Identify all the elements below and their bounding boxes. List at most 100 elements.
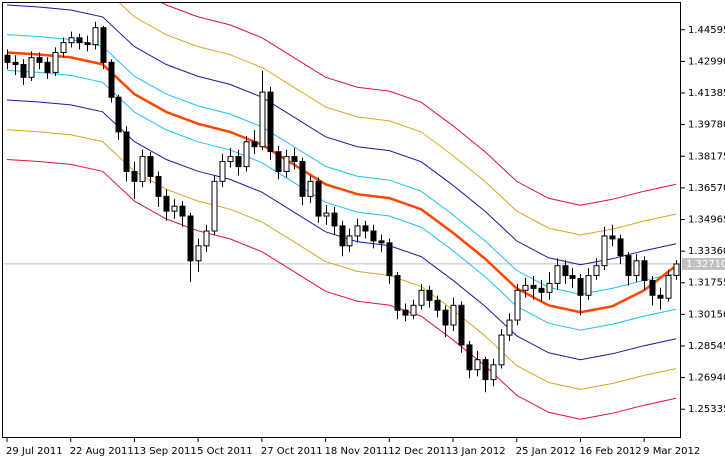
last-price-box [682,257,725,270]
candle-body [52,52,59,73]
candle-body [36,57,43,63]
y-tick-label: 1.42990 [688,56,725,67]
candle-body [362,225,369,232]
candle-body [259,91,266,148]
candle-body [506,319,513,336]
candle-body [20,64,27,78]
candle-body [291,156,298,162]
candle-body [514,289,521,321]
x-tick-label: 12 Dec 2011 [388,446,452,457]
candle-body [211,180,218,232]
candle-body [339,225,346,247]
x-tick-label: 16 Feb 2012 [579,446,641,457]
candle-body [299,160,306,197]
axes: 1.25335 1.26940 1.28545 1.30150 1.31755 1.333… [6,25,725,457]
candle-body [115,96,122,133]
candle-body [147,156,154,177]
x-tick-label: 25 Jan 2012 [516,446,576,457]
candle-body [522,284,529,291]
candle-body [538,287,545,293]
x-tick-label: 3 Jan 2012 [452,446,506,457]
candle-body [307,180,314,197]
candle-body [354,225,361,237]
candle-body [466,344,473,371]
candle-body [601,235,608,267]
envelope-line [6,51,677,314]
candle-body [625,255,632,277]
candle-body [84,42,91,46]
x-tick-label: 27 Oct 2011 [261,446,323,457]
candle-body [562,265,569,277]
candle-body [12,61,19,66]
candle-body [68,37,75,44]
candle-body [219,160,226,182]
envelope-line [6,159,677,420]
y-tick-label: 1.30150 [688,309,725,320]
y-tick-label: 1.25335 [688,404,725,415]
y-tick-label: 1.28545 [688,341,725,352]
candle-body [187,215,194,262]
candle-body [490,364,497,381]
envelope-line [118,3,677,236]
candle-body [92,27,99,46]
envelope-line [6,34,677,295]
candle-body [633,260,640,277]
candle-body [641,260,648,281]
candle-body [275,151,282,173]
candle-body [378,240,385,244]
candle-body [370,230,377,242]
candle-body [554,265,561,284]
candle-body [123,131,130,173]
candle-body [665,275,672,299]
candle-body [203,230,210,247]
candle-body [609,235,616,240]
candle-body [139,156,146,182]
x-tick-label: 22 Aug 2011 [70,446,134,457]
candle-body [569,275,576,280]
candle-body [315,180,322,217]
candle-body [450,304,457,326]
candle-body [458,304,465,346]
candle-body [657,294,664,299]
candle-body [100,27,107,63]
x-tick-label: 9 Mar 2012 [643,446,700,457]
y-tick-label: 1.38175 [688,151,725,162]
candle-body [267,91,274,153]
x-tick-label: 5 Oct 2011 [197,446,252,457]
plot-area [3,3,680,420]
y-tick-label: 1.44595 [688,25,725,36]
candle-body [474,359,481,371]
candle-body [171,205,178,212]
candle-body [331,212,338,227]
candle-body [593,265,600,277]
candle-body [163,195,170,212]
candle-body [530,284,537,289]
candle-body [346,235,353,247]
candle-body [76,37,83,44]
y-tick-label: 1.34965 [688,214,725,225]
candle-body [418,289,425,306]
candle-body [44,61,51,73]
candle-body [386,242,393,277]
candle-body [108,61,115,98]
candle-body [577,278,584,296]
envelope-line [6,4,677,266]
candle-body [283,156,290,173]
candle-body [4,54,11,63]
candle-body [394,275,401,311]
candle-body [402,309,409,316]
x-tick-label: 13 Sep 2011 [133,446,196,457]
candle-body [434,299,441,311]
y-tick-label: 1.26940 [688,373,725,384]
candle-body [410,304,417,316]
x-tick-label: 29 Jul 2011 [6,446,63,457]
candle-body [243,141,250,168]
candle-body [251,141,258,148]
candle-body [617,238,624,257]
y-tick-label: 1.39780 [688,120,725,131]
candle-body [426,289,433,301]
candle-body [28,57,35,78]
candle-body [649,279,656,296]
candle-body [323,212,330,217]
